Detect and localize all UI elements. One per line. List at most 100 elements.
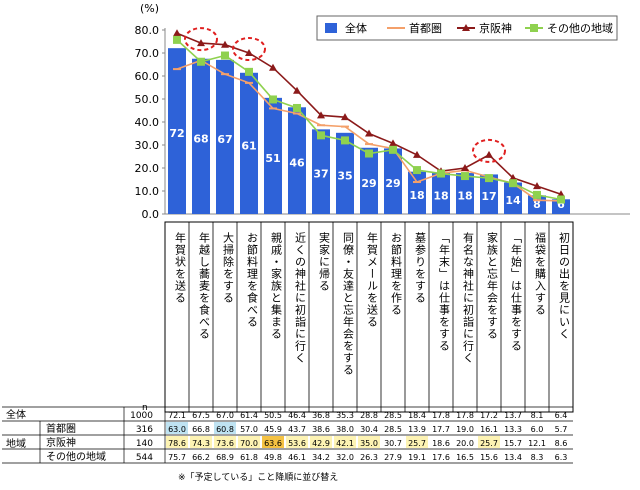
bar — [432, 173, 450, 214]
bar-value-label: 17 — [481, 190, 496, 203]
bar-value-label: 61 — [241, 139, 256, 152]
legend-marker — [530, 24, 538, 32]
category-label: 年賀状を送る — [174, 231, 187, 304]
bar-value-label: 51 — [265, 152, 280, 165]
bar — [504, 182, 522, 214]
y-tick-label: 80.0 — [135, 24, 160, 37]
bar-value-label: 29 — [385, 177, 400, 190]
table-cell: 68.9 — [216, 453, 234, 462]
legend-marker — [462, 24, 470, 31]
table-cell: 27.9 — [384, 453, 402, 462]
y-tick-label: 10.0 — [135, 185, 160, 198]
legend-label: 全体 — [345, 21, 367, 35]
table-cell: 42.1 — [336, 439, 354, 448]
series-point — [533, 182, 541, 190]
table-cell: 30.7 — [384, 439, 402, 448]
bar — [552, 199, 570, 214]
table-cell: 28.5 — [384, 425, 402, 434]
category-label: お節料理を食べる — [246, 232, 259, 328]
category-label: 年賀メールを送る — [366, 231, 379, 328]
y-tick-label: 30.0 — [135, 139, 160, 152]
table-cell: 28.5 — [384, 411, 402, 420]
bar — [168, 48, 186, 214]
series-point — [221, 40, 229, 48]
series-point — [509, 179, 517, 188]
legend-swatch — [325, 23, 337, 33]
bar — [408, 171, 426, 214]
table-row-label: 首都圏 — [46, 422, 76, 435]
table-cell: 28.8 — [360, 411, 378, 420]
table-cell: 20.0 — [456, 439, 474, 448]
table-cell: 67.0 — [216, 411, 234, 420]
table-highlight-cell — [190, 436, 212, 448]
table-row-label: 京阪神 — [46, 436, 76, 449]
series-point — [557, 190, 565, 198]
table-cell: 45.9 — [264, 425, 282, 434]
table-cell: 60.8 — [216, 425, 234, 434]
table-cell: 17.6 — [432, 453, 450, 462]
table-highlight-cell — [358, 436, 380, 448]
table-cell: 50.5 — [264, 411, 282, 420]
table-cell: 73.6 — [216, 439, 234, 448]
table-cell: 16.1 — [480, 425, 498, 434]
category-label: 初日の出を見にいく — [558, 231, 571, 340]
table-cell: 26.3 — [360, 453, 378, 462]
category-label: 大掃除をする — [222, 231, 235, 304]
table-cell: 15.7 — [504, 439, 522, 448]
annotation-circle — [472, 138, 506, 163]
series-point — [317, 111, 325, 119]
table-cell: 18.4 — [408, 411, 426, 420]
series-point — [293, 86, 301, 94]
table-group-label: 地域 — [6, 437, 26, 450]
series-point — [461, 164, 469, 171]
bar-value-label: 67 — [217, 133, 232, 146]
bar — [384, 148, 402, 214]
table-n-value: 1000 — [130, 411, 153, 421]
table-cell: 13.7 — [504, 411, 522, 420]
table-cell: 46.4 — [288, 411, 306, 420]
bar — [456, 173, 474, 214]
series-point — [413, 166, 421, 175]
y-tick-label: 70.0 — [135, 47, 160, 60]
category-label: 年越し蕎麦を食べる — [198, 231, 211, 340]
legend-label: 京阪神 — [479, 21, 512, 35]
table-cell: 15.6 — [480, 453, 498, 462]
table-n-value: 140 — [136, 439, 153, 449]
table-row-label: 全体 — [6, 408, 26, 421]
bar — [264, 97, 282, 214]
table-cell: 5.7 — [555, 425, 568, 434]
category-label: 同僚・友達と忘年会をする — [342, 232, 355, 376]
table-cell: 17.8 — [456, 411, 474, 420]
table-cell: 8.3 — [531, 453, 544, 462]
series-point — [485, 174, 493, 183]
bar-value-label: 18 — [433, 190, 448, 203]
bar-value-label: 37 — [313, 168, 328, 181]
table-cell: 43.7 — [288, 425, 306, 434]
table-cell: 53.6 — [288, 439, 306, 448]
table-cell: 8.6 — [555, 439, 568, 448]
y-tick-label: 60.0 — [135, 70, 160, 83]
annotation-circle — [232, 37, 266, 61]
table-cell: 6.3 — [555, 453, 568, 462]
y-tick-label: 40.0 — [135, 116, 160, 129]
series-point — [173, 29, 181, 37]
table-cell: 35.3 — [336, 411, 354, 420]
y-unit-label: (%) — [140, 2, 159, 15]
series-point — [221, 51, 229, 60]
table-cell: 75.7 — [168, 453, 186, 462]
footnote: ※「予定している」こと降順に並び替え — [178, 473, 339, 483]
series-point — [533, 190, 541, 199]
series-point — [389, 139, 397, 147]
table-cell: 19.0 — [456, 425, 474, 434]
table-cell: 35.0 — [360, 439, 378, 448]
table-cell: 78.6 — [168, 439, 186, 448]
category-label: 家族と忘年会をする — [486, 231, 499, 340]
table-cell: 30.4 — [360, 425, 378, 434]
series-point — [365, 149, 373, 158]
table-cell: 25.7 — [408, 439, 426, 448]
y-tick-label: 50.0 — [135, 93, 160, 106]
series-point — [485, 150, 493, 158]
table-cell: 18.6 — [432, 439, 450, 448]
bar-value-label: 14 — [505, 194, 521, 207]
